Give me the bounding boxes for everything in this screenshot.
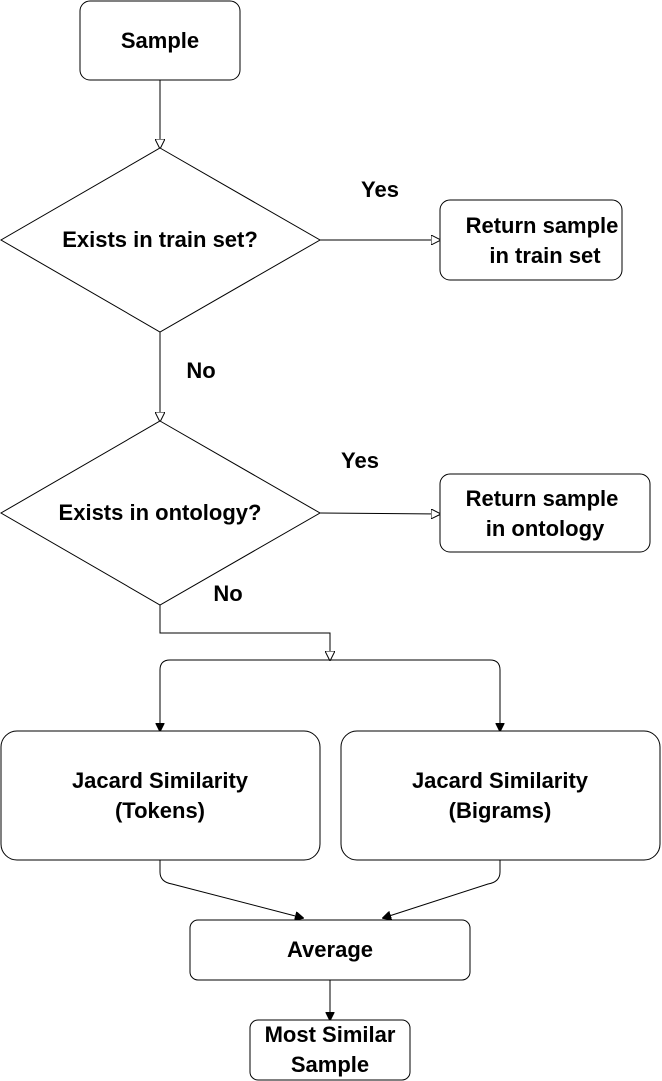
node-return-ontology-line-1: Return sample xyxy=(466,486,619,511)
node-jacard-bigrams: Jacard Similarity (Bigrams) xyxy=(340,730,661,861)
node-jacard-tokens: Jacard Similarity (Tokens) xyxy=(0,730,321,861)
node-train-check: Exists in train set? xyxy=(0,147,322,333)
node-return-train: Return sample in train set xyxy=(439,199,623,281)
node-jacard-tokens-line-1: Jacard Similarity xyxy=(72,768,249,793)
node-return-ontology: Return sample in ontology xyxy=(439,473,651,553)
node-sample-label: Sample xyxy=(121,28,199,53)
node-ontology-check: Exists in ontology? xyxy=(0,420,322,606)
edge-bigrams-to-average xyxy=(383,860,501,918)
node-ontology-check-label: Exists in ontology? xyxy=(59,500,262,525)
node-average-label: Average xyxy=(287,937,373,962)
node-return-train-line-2: in train set xyxy=(489,243,601,268)
edge-tokens-to-average xyxy=(159,860,303,918)
node-return-ontology-line-2: in ontology xyxy=(486,516,605,541)
node-sample: Sample xyxy=(79,0,241,81)
edge-ontology-yes xyxy=(319,513,440,514)
edge-label-ontology-yes: Yes xyxy=(341,448,379,473)
node-jacard-bigrams-line-1: Jacard Similarity xyxy=(412,768,589,793)
node-return-train-line-1: Return sample xyxy=(466,213,619,238)
node-jacard-tokens-line-2: (Tokens) xyxy=(115,798,205,823)
node-train-check-label: Exists in train set? xyxy=(62,227,258,252)
edge-label-train-no: No xyxy=(186,358,215,383)
edge-ontology-no xyxy=(159,605,330,660)
node-most-similar: Most Similar Sample xyxy=(249,1019,411,1081)
node-most-similar-line-1: Most Similar xyxy=(265,1022,396,1047)
edge-split-line xyxy=(159,659,501,730)
edge-label-ontology-no: No xyxy=(213,581,242,606)
node-most-similar-line-2: Sample xyxy=(291,1052,369,1077)
node-jacard-bigrams-line-2: (Bigrams) xyxy=(449,798,552,823)
edge-label-train-yes: Yes xyxy=(361,177,399,202)
node-average: Average xyxy=(189,919,471,981)
